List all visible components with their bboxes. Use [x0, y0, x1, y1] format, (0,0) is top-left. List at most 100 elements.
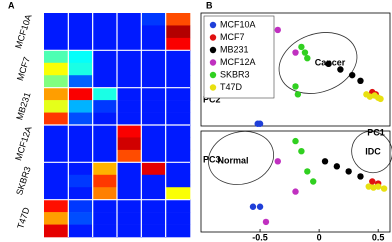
- heatmap-cell: [117, 37, 142, 51]
- point: [325, 60, 332, 68]
- plot-frame: [200, 130, 391, 233]
- heatmap-cell: [141, 174, 166, 188]
- point: [333, 163, 341, 170]
- heatmap-cell: [117, 13, 142, 26]
- heatmap-cell: [92, 13, 118, 26]
- heatmap-cell: [141, 112, 166, 126]
- x-tick-label: 0.5: [372, 232, 385, 242]
- heatmap-cell: [68, 50, 93, 64]
- heatmap-cell: [92, 187, 118, 200]
- heatmap-cell: [165, 50, 191, 64]
- heatmap-cell: [44, 137, 69, 151]
- heatmap-cell: [117, 199, 142, 213]
- heatmap-cell: [92, 212, 118, 225]
- legend-label: T47D: [220, 82, 243, 92]
- heatmap-cell: [68, 212, 93, 225]
- heatmap-cell: [92, 62, 118, 76]
- row-label: MCF7: [15, 56, 32, 82]
- heatmap-cell: [165, 137, 191, 151]
- panel-label: A: [8, 0, 15, 10]
- heatmap-cell: [165, 75, 191, 88]
- heatmap-cell: [141, 162, 166, 176]
- heatmap-cell: [141, 75, 166, 88]
- heatmap-cell: [92, 174, 118, 188]
- point: [298, 43, 305, 51]
- legend-label: MCF10A: [220, 19, 256, 29]
- heatmap-cell: [141, 212, 166, 225]
- point: [310, 178, 317, 185]
- heatmap-cell: [92, 162, 118, 176]
- heatmap-cell: [165, 162, 191, 176]
- point: [292, 188, 299, 195]
- heatmap-cell: [165, 112, 191, 126]
- heatmap-cell: [92, 224, 118, 238]
- heatmap-cell: [68, 25, 93, 39]
- legend-marker: [209, 84, 217, 91]
- annotation-ellipse: [278, 32, 358, 94]
- point: [298, 148, 305, 155]
- heatmap-cell: [165, 212, 191, 225]
- heatmap-cell: [92, 199, 118, 213]
- heatmap-cell: [117, 87, 142, 101]
- heatmap-cell: [68, 125, 93, 138]
- legend-marker: [209, 46, 217, 54]
- legend-label: MB231: [220, 44, 249, 54]
- point: [292, 83, 299, 90]
- heatmap-cell: [68, 199, 93, 213]
- x-axis-label: PC1: [367, 127, 385, 137]
- heatmap-cell: [92, 125, 118, 138]
- heatmap-cell: [141, 100, 166, 113]
- heatmap-cell: [44, 174, 69, 188]
- heatmap-cell: [141, 224, 166, 238]
- annotation-ellipse: [208, 131, 274, 185]
- point: [301, 49, 309, 56]
- point: [377, 95, 384, 103]
- x-tick-label: -0.5: [252, 232, 268, 242]
- heatmap-cell: [165, 62, 191, 76]
- heatmap-cell: [68, 100, 93, 113]
- heatmap-cell: [92, 87, 118, 101]
- heatmap-cell: [165, 187, 191, 200]
- heatmap-cell: [92, 137, 118, 151]
- annotation: IDC: [365, 146, 381, 156]
- heatmap-cell: [44, 87, 69, 101]
- legend-marker: [209, 34, 217, 41]
- heatmap-cell: [44, 149, 69, 163]
- heatmap-cell: [165, 224, 191, 238]
- heatmap-cell: [92, 37, 118, 51]
- heatmap-cell: [44, 75, 69, 88]
- heatmap-cell: [141, 25, 166, 39]
- heatmap-cell: [141, 87, 166, 101]
- x-tick-label: 0: [317, 232, 322, 242]
- heatmap-cell: [141, 137, 166, 151]
- heatmap-cell: [165, 100, 191, 113]
- heatmap-cell: [68, 162, 93, 176]
- heatmap-cell: [68, 75, 93, 88]
- heatmap-cell: [117, 100, 142, 113]
- heatmap-cell: [165, 13, 191, 26]
- heatmap-cell: [68, 62, 93, 76]
- point: [304, 168, 311, 175]
- point: [369, 178, 376, 185]
- point: [274, 26, 281, 34]
- heatmap-cell: [92, 112, 118, 126]
- heatmap-cell: [117, 50, 142, 64]
- heatmap-cell: [92, 100, 118, 113]
- heatmap-cell: [117, 162, 142, 176]
- heatmap-cell: [165, 174, 191, 188]
- heatmap-cell: [117, 137, 142, 151]
- heatmap-cell: [117, 149, 142, 163]
- plot-frame: [200, 12, 391, 127]
- heatmap-cell: [165, 87, 191, 101]
- heatmap-cell: [44, 25, 69, 39]
- annotation-ellipse: [351, 130, 392, 174]
- heatmap-cell: [141, 149, 166, 163]
- point: [349, 71, 356, 79]
- heatmap-cell: [44, 112, 69, 126]
- point: [374, 183, 382, 190]
- heatmap-cell: [141, 199, 166, 213]
- point: [256, 203, 264, 210]
- legend-marker: [209, 71, 217, 79]
- row-label: SKBR3: [14, 165, 33, 196]
